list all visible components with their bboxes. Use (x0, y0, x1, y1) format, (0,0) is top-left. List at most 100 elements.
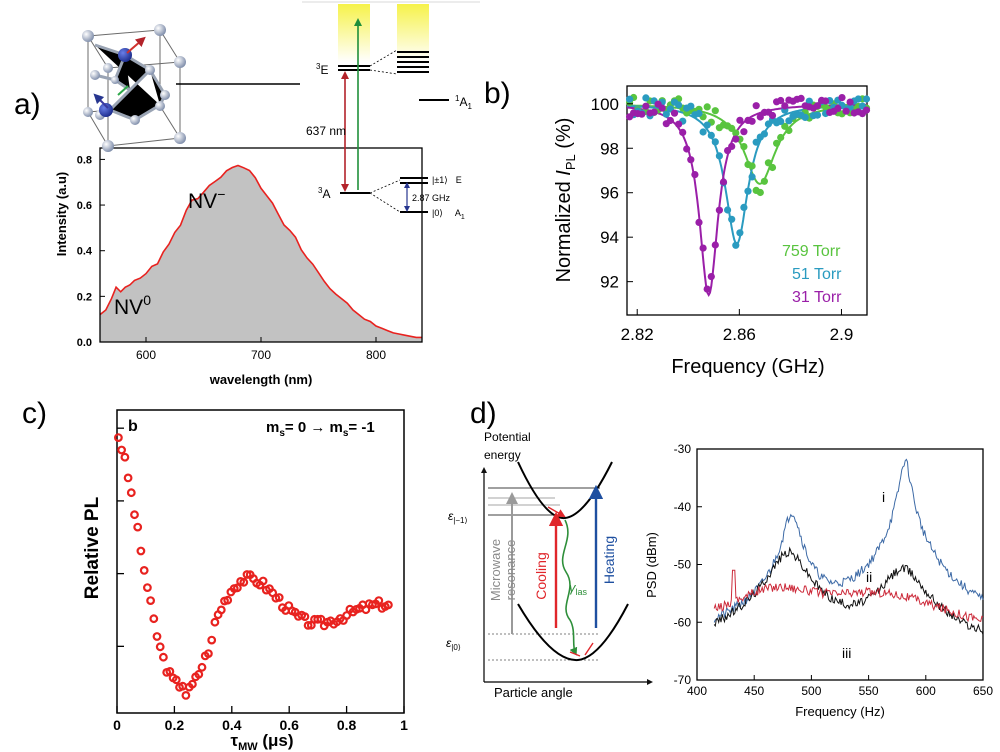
data-point-b (699, 244, 707, 252)
data-point-c (130, 510, 139, 520)
panel-b-odmr: 2.82 2.86 2.9 92 94 96 98 100 Frequency (GHz) N… (553, 85, 871, 378)
data-point-b (777, 133, 785, 142)
data-point-b (662, 110, 670, 118)
x-tick-label-b: 2.9 (830, 325, 854, 344)
data-point-b (703, 285, 711, 293)
y-tick-label-b: 96 (600, 184, 619, 203)
data-point-c (194, 669, 204, 679)
data-point-b (777, 117, 785, 125)
data-point-b (732, 241, 740, 249)
data-point-b (846, 98, 854, 106)
data-point-b (854, 95, 862, 103)
panel-label-b: b) (484, 77, 511, 110)
data-point-b (642, 102, 650, 110)
data-point-b (760, 130, 769, 138)
x-tick-label-b: 2.82 (621, 325, 654, 344)
y-tick-label-a: 0.6 (77, 200, 92, 212)
x-tick-label-c: 0.4 (222, 717, 242, 733)
transition-wavelength: 637 nm (306, 124, 346, 138)
data-point-b (744, 187, 752, 195)
data-point-c (133, 522, 143, 532)
data-point-b (715, 152, 724, 160)
data-point-c (242, 570, 252, 579)
data-point-c (181, 691, 191, 700)
data-point-b (711, 241, 719, 249)
data-point-b (813, 111, 822, 119)
axis-label-x-d: Frequency (Hz) (795, 704, 885, 719)
data-point-c (197, 662, 207, 672)
data-point-b (736, 116, 744, 124)
data-point-c (210, 617, 220, 627)
data-point-c (300, 612, 310, 621)
x-tick-label-c: 0.8 (337, 717, 357, 733)
data-point-b (728, 215, 736, 223)
data-point-b (711, 107, 719, 115)
y-tick-label-a: 0.2 (77, 291, 92, 303)
psd-series-line (713, 546, 984, 635)
data-point-c (136, 546, 146, 556)
psd-series-line (713, 569, 984, 623)
data-point-b (752, 138, 760, 146)
axis-label-x-a: wavelength (nm) (209, 372, 313, 387)
data-point-b (768, 163, 777, 172)
data-point-b (785, 126, 793, 135)
panel-d-potential-diagram: Potential energy Particle angle ε|−1⟩ ε|0… (446, 430, 653, 700)
data-point-b (777, 96, 785, 105)
data-point-b (728, 142, 736, 150)
data-point-b (687, 102, 695, 110)
data-point-b (760, 177, 769, 185)
y-tick-label-a: 0.4 (77, 246, 93, 258)
annotation-i: i (882, 489, 885, 505)
label-gamma-las: γlas (569, 580, 588, 597)
data-point-c (117, 445, 126, 455)
data-point-b (732, 135, 740, 143)
annotation-iii: iii (842, 645, 851, 661)
panel-c-rabi: 0 0.2 0.4 0.6 0.8 1 b ms= 0 → ms= -1 τMW (μs)… (82, 409, 408, 752)
data-point-b (695, 109, 703, 118)
data-points-c (113, 433, 393, 700)
panel-label-a: a) (14, 88, 41, 121)
axis-label-x-c: τMW (μs) (230, 731, 293, 752)
nv-energy-level-diagram: 3E 3A 1A1 637 nm 2.87 GHz |±1⟩ E |0⟩ A1 (176, 1, 480, 221)
diamond-lattice-illustration (82, 24, 186, 152)
fit-curve-b (626, 104, 867, 246)
axis-ticks-d: 400 450 500 550 600 650 -70 -60 -50 -40 -30 (674, 442, 994, 698)
data-point-c (232, 583, 242, 593)
panel-d-psd: 400 450 500 550 600 650 -70 -60 -50 -40 -30 Freque… (644, 442, 993, 719)
eps-zero: ε|0⟩ (446, 636, 461, 652)
data-point-b (666, 116, 675, 125)
data-point-c (120, 452, 130, 462)
data-point-b (805, 97, 813, 105)
data-point-b (862, 106, 871, 114)
annotation-ii: ii (866, 569, 872, 585)
axis-ticks-b: 2.82 2.86 2.9 92 94 96 98 100 (591, 95, 854, 344)
data-point-b (748, 162, 756, 170)
x-tick-label-c: 0.2 (165, 717, 185, 733)
data-point-b (834, 104, 842, 112)
x-tick-label-c: 0.6 (279, 717, 299, 733)
data-point-b (719, 178, 728, 186)
axis-label-potential: Potential energy (484, 430, 531, 462)
data-point-b (626, 95, 634, 103)
x-tick-label-d: 400 (687, 684, 707, 698)
y-tick-label-d: -40 (674, 500, 692, 514)
level-3A: 3A (318, 186, 330, 201)
axis-label-y-c: Relative PL (82, 496, 103, 599)
x-tick-label-d: 500 (801, 684, 821, 698)
data-point-c (258, 576, 268, 586)
legend-31-torr: 31 Torr (792, 289, 842, 306)
data-point-c (142, 583, 152, 592)
data-point-b (813, 102, 822, 110)
data-point-c (155, 642, 165, 652)
data-point-b (658, 104, 666, 112)
data-point-c (274, 593, 284, 602)
x-tick-label-b: 2.86 (723, 325, 756, 344)
data-point-b (707, 131, 715, 139)
data-point-b (715, 206, 724, 214)
data-point-c (158, 652, 168, 662)
y-tick-label-a: 0.8 (77, 154, 92, 166)
axis-label-x-b: Frequency (GHz) (671, 356, 824, 378)
data-point-b (724, 206, 732, 214)
data-point-b (773, 139, 781, 147)
